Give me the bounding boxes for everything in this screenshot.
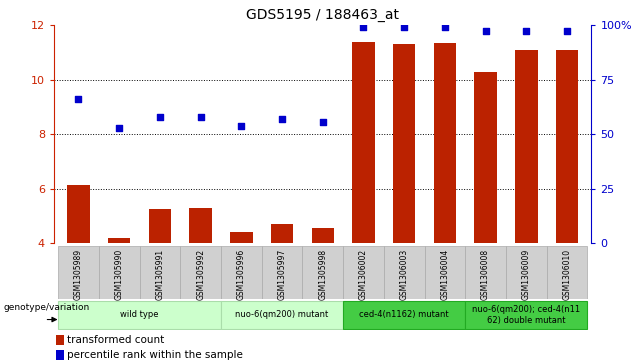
Bar [425, 246, 466, 299]
Point [277, 117, 287, 122]
Bar [221, 301, 343, 329]
Bar [108, 238, 130, 243]
Text: GSM1305997: GSM1305997 [277, 249, 287, 300]
Text: GSM1306004: GSM1306004 [440, 249, 450, 300]
Bar [190, 208, 212, 243]
Point [317, 119, 328, 125]
Point [155, 114, 165, 119]
Bar [556, 50, 578, 243]
Text: GSM1305989: GSM1305989 [74, 249, 83, 300]
Bar [149, 209, 171, 243]
Text: wild type: wild type [120, 310, 159, 319]
Bar [99, 246, 139, 299]
Bar [515, 50, 537, 243]
Bar [474, 72, 497, 243]
Bar [547, 246, 588, 299]
Text: nuo-6(qm200) mutant: nuo-6(qm200) mutant [235, 310, 329, 319]
Bar [56, 350, 64, 360]
Text: percentile rank within the sample: percentile rank within the sample [67, 350, 243, 360]
Text: GSM1305991: GSM1305991 [155, 249, 165, 300]
Bar [466, 301, 588, 329]
Bar [261, 246, 302, 299]
Text: GSM1305990: GSM1305990 [114, 249, 123, 300]
Text: GSM1306003: GSM1306003 [399, 249, 409, 300]
Bar [384, 246, 425, 299]
Bar [302, 246, 343, 299]
Text: nuo-6(qm200); ced-4(n11
62) double mutant: nuo-6(qm200); ced-4(n11 62) double mutan… [473, 305, 581, 325]
Bar [230, 232, 252, 243]
Title: GDS5195 / 188463_at: GDS5195 / 188463_at [246, 8, 399, 22]
Point [399, 24, 410, 30]
Point [481, 28, 491, 34]
Bar [466, 246, 506, 299]
Text: GSM1305992: GSM1305992 [196, 249, 205, 300]
Bar [312, 228, 334, 243]
Text: GSM1306008: GSM1306008 [481, 249, 490, 300]
Bar [56, 335, 64, 345]
Bar [343, 301, 466, 329]
Bar [221, 246, 261, 299]
Text: ced-4(n1162) mutant: ced-4(n1162) mutant [359, 310, 449, 319]
Point [73, 96, 83, 102]
Bar [139, 246, 180, 299]
Bar [58, 246, 99, 299]
Bar [271, 224, 293, 243]
Text: GSM1306002: GSM1306002 [359, 249, 368, 300]
Point [562, 28, 572, 34]
Bar [352, 42, 375, 243]
Bar [393, 45, 415, 243]
Bar [506, 246, 547, 299]
Point [522, 28, 532, 34]
Bar [180, 246, 221, 299]
Point [440, 24, 450, 30]
Bar [58, 301, 221, 329]
Bar [343, 246, 384, 299]
Text: GSM1306009: GSM1306009 [522, 249, 531, 300]
Bar [67, 185, 90, 243]
Bar [434, 43, 456, 243]
Point [359, 24, 369, 30]
Text: GSM1305998: GSM1305998 [318, 249, 328, 300]
Text: transformed count: transformed count [67, 335, 164, 345]
Point [236, 123, 246, 129]
Text: genotype/variation: genotype/variation [3, 303, 90, 312]
Point [195, 114, 205, 119]
Text: GSM1305996: GSM1305996 [237, 249, 246, 300]
Text: GSM1306010: GSM1306010 [563, 249, 572, 300]
Point [114, 125, 124, 130]
